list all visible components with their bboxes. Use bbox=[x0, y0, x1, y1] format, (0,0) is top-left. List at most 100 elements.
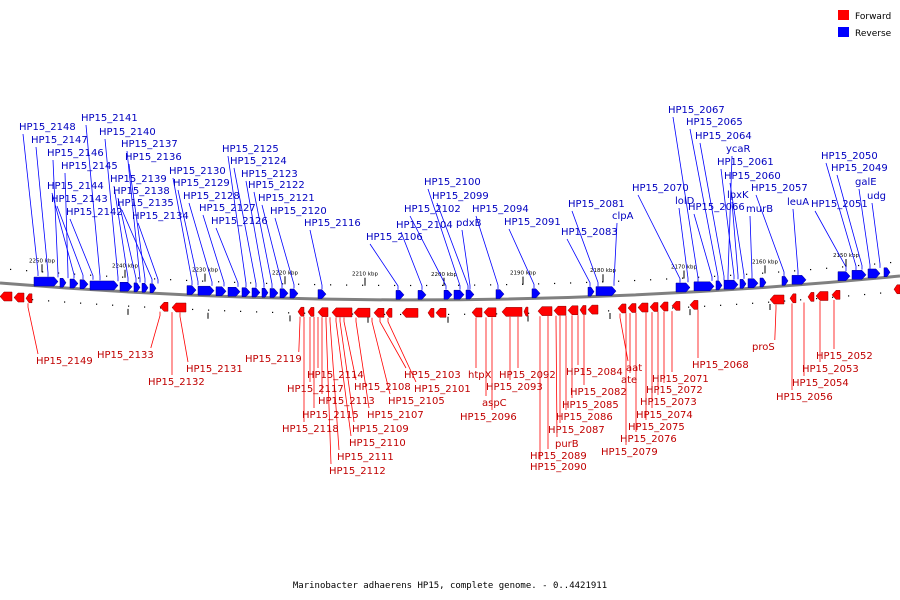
tick-dot bbox=[112, 304, 114, 306]
scale-ticks: 2250 kbp 2240 kbp 2230 kbp 2220 kbp 2210 kbp… bbox=[29, 253, 859, 323]
forward-leader-line bbox=[379, 317, 407, 369]
reverse-gene-label: galE bbox=[855, 177, 877, 188]
tick-dot bbox=[736, 303, 738, 305]
forward-gene-labels: HP15_2149HP15_2133HP15_2132HP15_2131HP15… bbox=[36, 342, 873, 477]
tick-dot bbox=[762, 272, 764, 274]
reverse-gene-label: HP15_2147 bbox=[31, 135, 88, 146]
tick-dot bbox=[474, 284, 476, 286]
reverse-leader-line bbox=[56, 205, 84, 280]
reverse-gene-label: HP15_2104 bbox=[396, 220, 453, 231]
forward-gene-arrow bbox=[353, 307, 371, 318]
forward-gene-arrow bbox=[0, 291, 13, 302]
forward-gene-arrow bbox=[553, 305, 567, 316]
tick-dot bbox=[186, 279, 188, 282]
reverse-gene-label: HP15_2136 bbox=[125, 152, 182, 163]
tick-dot bbox=[10, 268, 12, 271]
reverse-gene-label: HP15_2126 bbox=[211, 216, 268, 227]
reverse-leader-line bbox=[369, 243, 399, 290]
scale-tick-label: 2210 kbp bbox=[352, 272, 378, 278]
forward-leader-line bbox=[555, 315, 558, 438]
reverse-gene-label: HP15_2121 bbox=[258, 193, 315, 204]
reverse-leader-line bbox=[508, 228, 535, 289]
tick-dot bbox=[874, 263, 876, 265]
reverse-leader-line bbox=[52, 159, 59, 278]
reverse-gene-label: HP15_2137 bbox=[121, 139, 178, 150]
reverse-gene-arrow bbox=[465, 289, 475, 300]
scale-tick-label: 2150 kbp bbox=[833, 253, 859, 259]
reverse-gene-label: lolD bbox=[675, 196, 695, 207]
tick-dot bbox=[650, 279, 652, 281]
forward-gene-label: HP15_2079 bbox=[601, 447, 658, 458]
forward-gene-label: ate bbox=[621, 375, 637, 386]
forward-gene-label: purB bbox=[555, 439, 579, 450]
reverse-leader-line bbox=[689, 128, 719, 281]
tick-dot bbox=[826, 267, 828, 269]
scale-tick-label: 2170 kbp bbox=[671, 264, 697, 270]
forward-gene-arrow bbox=[435, 308, 447, 318]
reverse-leader-line bbox=[672, 116, 699, 282]
reverse-leader-line bbox=[693, 213, 713, 281]
tick-dot bbox=[202, 280, 204, 282]
reverse-gene-arrow bbox=[443, 290, 453, 300]
tick-dot bbox=[842, 266, 844, 268]
tick-dot bbox=[384, 313, 386, 315]
reverse-gene-arrow bbox=[417, 290, 427, 300]
forward-genes bbox=[0, 284, 900, 318]
reverse-gene-label: HP15_2100 bbox=[424, 177, 481, 188]
reverse-gene-arrow bbox=[395, 290, 405, 300]
reverse-gene-label: HP15_2067 bbox=[668, 105, 725, 116]
forward-gene-label: HP15_2084 bbox=[566, 367, 623, 378]
tick-dot bbox=[890, 261, 892, 264]
forward-gene-arrow bbox=[671, 301, 681, 311]
scale-tick-label: 2250 kbp bbox=[29, 258, 55, 264]
tick-dot bbox=[128, 305, 130, 307]
tick-dot bbox=[746, 273, 748, 275]
reverse-gene-arrow bbox=[739, 279, 747, 289]
reverse-gene-arrow bbox=[759, 277, 767, 288]
reverse-gene-label: HP15_2140 bbox=[99, 127, 156, 138]
reverse-leader-line bbox=[188, 202, 213, 286]
reverse-leader-line bbox=[571, 210, 599, 287]
reverse-gene-arrow bbox=[251, 287, 261, 298]
forward-gene-label: HP15_2149 bbox=[36, 356, 93, 367]
reverse-leader-line bbox=[731, 201, 739, 280]
reverse-leader-line bbox=[727, 155, 733, 280]
forward-gene-arrow bbox=[159, 302, 169, 312]
tick-dot bbox=[506, 284, 508, 286]
forward-gene-label: HP15_2085 bbox=[562, 400, 619, 411]
reverse-leader-line bbox=[227, 155, 247, 288]
tick-dot bbox=[48, 300, 50, 302]
reverse-leader-line bbox=[35, 146, 49, 277]
tick-dot bbox=[864, 293, 866, 296]
forward-gene-arrow bbox=[483, 307, 497, 318]
tick-dot bbox=[272, 311, 274, 313]
forward-gene-arrow bbox=[331, 307, 353, 318]
forward-gene-arrow bbox=[637, 302, 649, 313]
tick-dot bbox=[672, 307, 674, 309]
tick-dot bbox=[400, 313, 402, 316]
forward-gene-arrow bbox=[659, 301, 669, 312]
tick-dot bbox=[288, 312, 290, 314]
forward-gene-arrow bbox=[537, 306, 553, 316]
tick-dot bbox=[794, 270, 796, 272]
forward-gene-arrow bbox=[373, 308, 385, 318]
forward-gene-label: HP15_2053 bbox=[802, 364, 859, 375]
reverse-gene-label: leuA bbox=[787, 197, 809, 208]
reverse-gene-label: HP15_2144 bbox=[47, 181, 104, 192]
forward-gene-arrow bbox=[579, 305, 587, 315]
forward-gene-label: proS bbox=[752, 342, 775, 353]
forward-gene-label: HP15_2068 bbox=[692, 360, 749, 371]
reverse-gene-arrow bbox=[279, 288, 289, 299]
tick-dot bbox=[352, 313, 354, 315]
reverse-gene-label: HP15_2148 bbox=[19, 122, 76, 133]
reverse-gene-label: HP15_2051 bbox=[811, 199, 868, 210]
reverse-gene-label: HP15_2064 bbox=[695, 131, 752, 142]
reverse-gene-arrow bbox=[133, 282, 141, 293]
forward-gene-label: HP15_2090 bbox=[530, 462, 587, 473]
tick-dot bbox=[394, 284, 396, 287]
forward-gene-label: HP15_2110 bbox=[349, 438, 406, 449]
forward-gene-arrow bbox=[317, 307, 329, 317]
forward-gene-label: HP15_2105 bbox=[388, 396, 445, 407]
reverse-leader-line bbox=[202, 214, 225, 287]
